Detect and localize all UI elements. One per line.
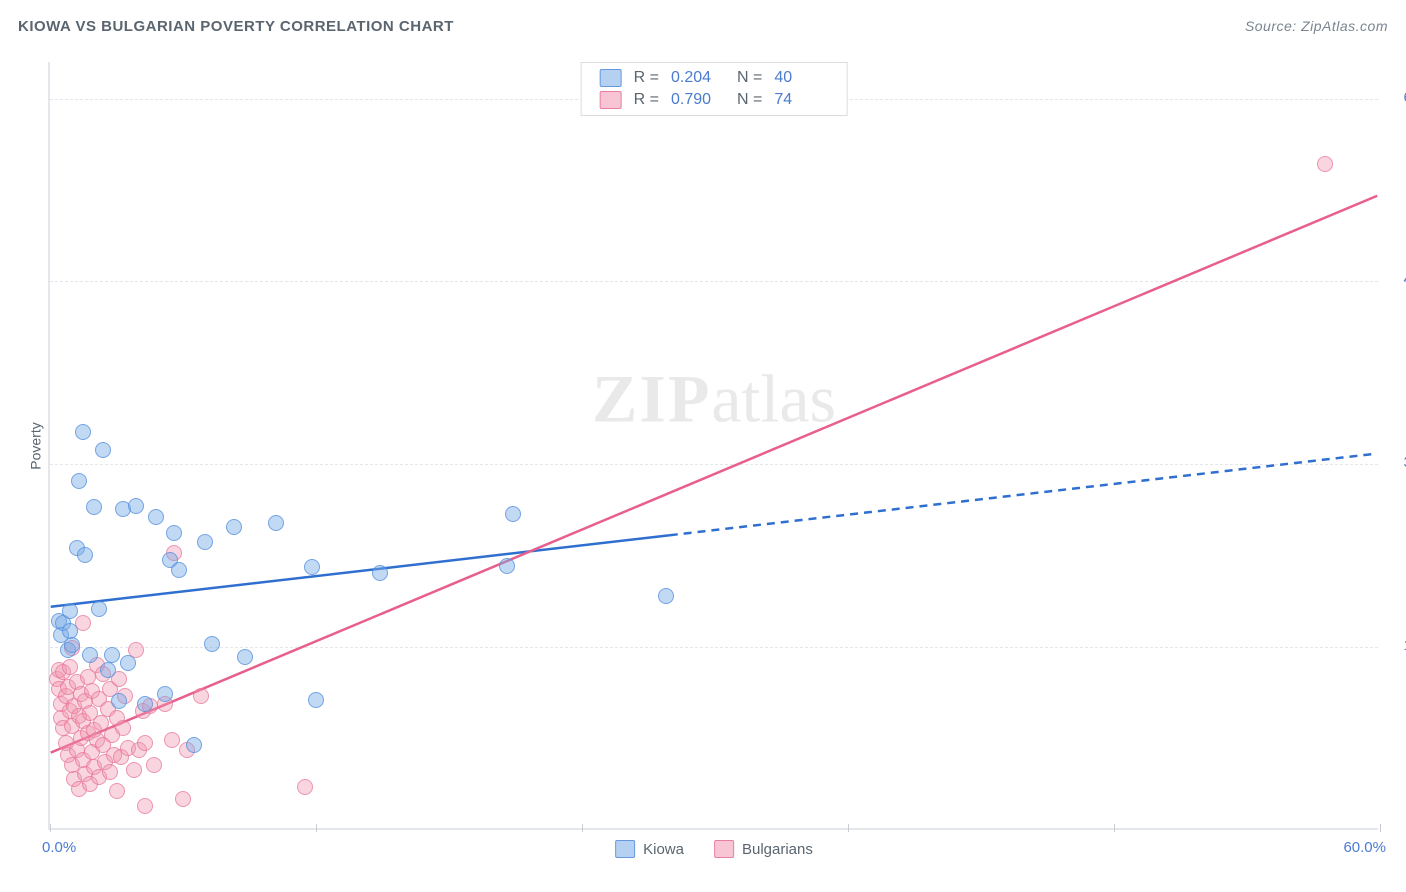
data-point-kiowa xyxy=(372,565,388,581)
legend-series: Kiowa Bulgarians xyxy=(615,840,813,858)
legend-item-kiowa: Kiowa xyxy=(615,840,684,858)
data-point-bulgarians xyxy=(109,783,125,799)
data-point-kiowa xyxy=(226,519,242,535)
data-point-bulgarians xyxy=(146,757,162,773)
data-point-kiowa xyxy=(100,662,116,678)
data-point-kiowa xyxy=(77,547,93,563)
data-point-kiowa xyxy=(304,559,320,575)
data-point-bulgarians xyxy=(1317,156,1333,172)
x-tick xyxy=(848,824,849,832)
data-point-kiowa xyxy=(128,498,144,514)
data-point-bulgarians xyxy=(297,779,313,795)
data-point-kiowa xyxy=(171,562,187,578)
n-label: N = xyxy=(737,69,762,87)
data-point-kiowa xyxy=(499,558,515,574)
x-axis-max-label: 60.0% xyxy=(1343,839,1386,856)
data-point-kiowa xyxy=(62,623,78,639)
data-point-kiowa xyxy=(148,509,164,525)
data-point-kiowa xyxy=(86,499,102,515)
x-tick xyxy=(50,824,51,832)
gridline xyxy=(50,647,1378,648)
x-tick xyxy=(1380,824,1381,832)
r-value-bulgarians: 0.790 xyxy=(671,91,725,109)
data-point-kiowa xyxy=(75,424,91,440)
data-point-bulgarians xyxy=(175,791,191,807)
data-point-kiowa xyxy=(166,525,182,541)
data-point-kiowa xyxy=(157,686,173,702)
regression-lines xyxy=(50,62,1378,828)
x-tick xyxy=(316,824,317,832)
gridline xyxy=(50,464,1378,465)
gridline xyxy=(50,281,1378,282)
r-value-kiowa: 0.204 xyxy=(671,69,725,87)
chart-title: KIOWA VS BULGARIAN POVERTY CORRELATION C… xyxy=(18,18,454,35)
plot-area: ZIPatlas R = 0.204 N = 40 R = 0.790 N = … xyxy=(48,62,1378,830)
legend-row-kiowa: R = 0.204 N = 40 xyxy=(582,67,847,89)
legend-row-bulgarians: R = 0.790 N = 74 xyxy=(582,89,847,111)
swatch-bulgarians xyxy=(714,840,734,858)
data-point-kiowa xyxy=(204,636,220,652)
n-value-bulgarians: 74 xyxy=(774,91,828,109)
x-tick xyxy=(1114,824,1115,832)
data-point-kiowa xyxy=(120,655,136,671)
r-label: R = xyxy=(634,69,659,87)
y-axis-label: Poverty xyxy=(28,422,44,469)
r-label: R = xyxy=(634,91,659,109)
data-point-kiowa xyxy=(137,696,153,712)
data-point-kiowa xyxy=(308,692,324,708)
data-point-bulgarians xyxy=(126,762,142,778)
data-point-bulgarians xyxy=(102,764,118,780)
data-point-kiowa xyxy=(71,473,87,489)
n-label: N = xyxy=(737,91,762,109)
data-point-kiowa xyxy=(658,588,674,604)
data-point-kiowa xyxy=(505,506,521,522)
swatch-kiowa xyxy=(600,69,622,87)
swatch-bulgarians xyxy=(600,91,622,109)
x-axis-min-label: 0.0% xyxy=(42,839,76,856)
data-point-kiowa xyxy=(104,647,120,663)
data-point-kiowa xyxy=(64,637,80,653)
data-point-bulgarians xyxy=(62,659,78,675)
data-point-bulgarians xyxy=(137,735,153,751)
data-point-kiowa xyxy=(95,442,111,458)
legend-item-bulgarians: Bulgarians xyxy=(714,840,813,858)
x-tick xyxy=(582,824,583,832)
series-label-kiowa: Kiowa xyxy=(643,841,684,858)
data-point-bulgarians xyxy=(193,688,209,704)
n-value-kiowa: 40 xyxy=(774,69,828,87)
watermark: ZIPatlas xyxy=(592,360,836,439)
data-point-kiowa xyxy=(237,649,253,665)
data-point-kiowa xyxy=(186,737,202,753)
source-label: Source: ZipAtlas.com xyxy=(1245,18,1388,35)
data-point-kiowa xyxy=(111,693,127,709)
legend-stats: R = 0.204 N = 40 R = 0.790 N = 74 xyxy=(581,62,848,116)
data-point-kiowa xyxy=(91,601,107,617)
series-label-bulgarians: Bulgarians xyxy=(742,841,813,858)
swatch-kiowa xyxy=(615,840,635,858)
data-point-kiowa xyxy=(82,647,98,663)
data-point-bulgarians xyxy=(115,720,131,736)
data-point-kiowa xyxy=(268,515,284,531)
data-point-bulgarians xyxy=(137,798,153,814)
data-point-bulgarians xyxy=(164,732,180,748)
data-point-kiowa xyxy=(62,603,78,619)
data-point-kiowa xyxy=(197,534,213,550)
